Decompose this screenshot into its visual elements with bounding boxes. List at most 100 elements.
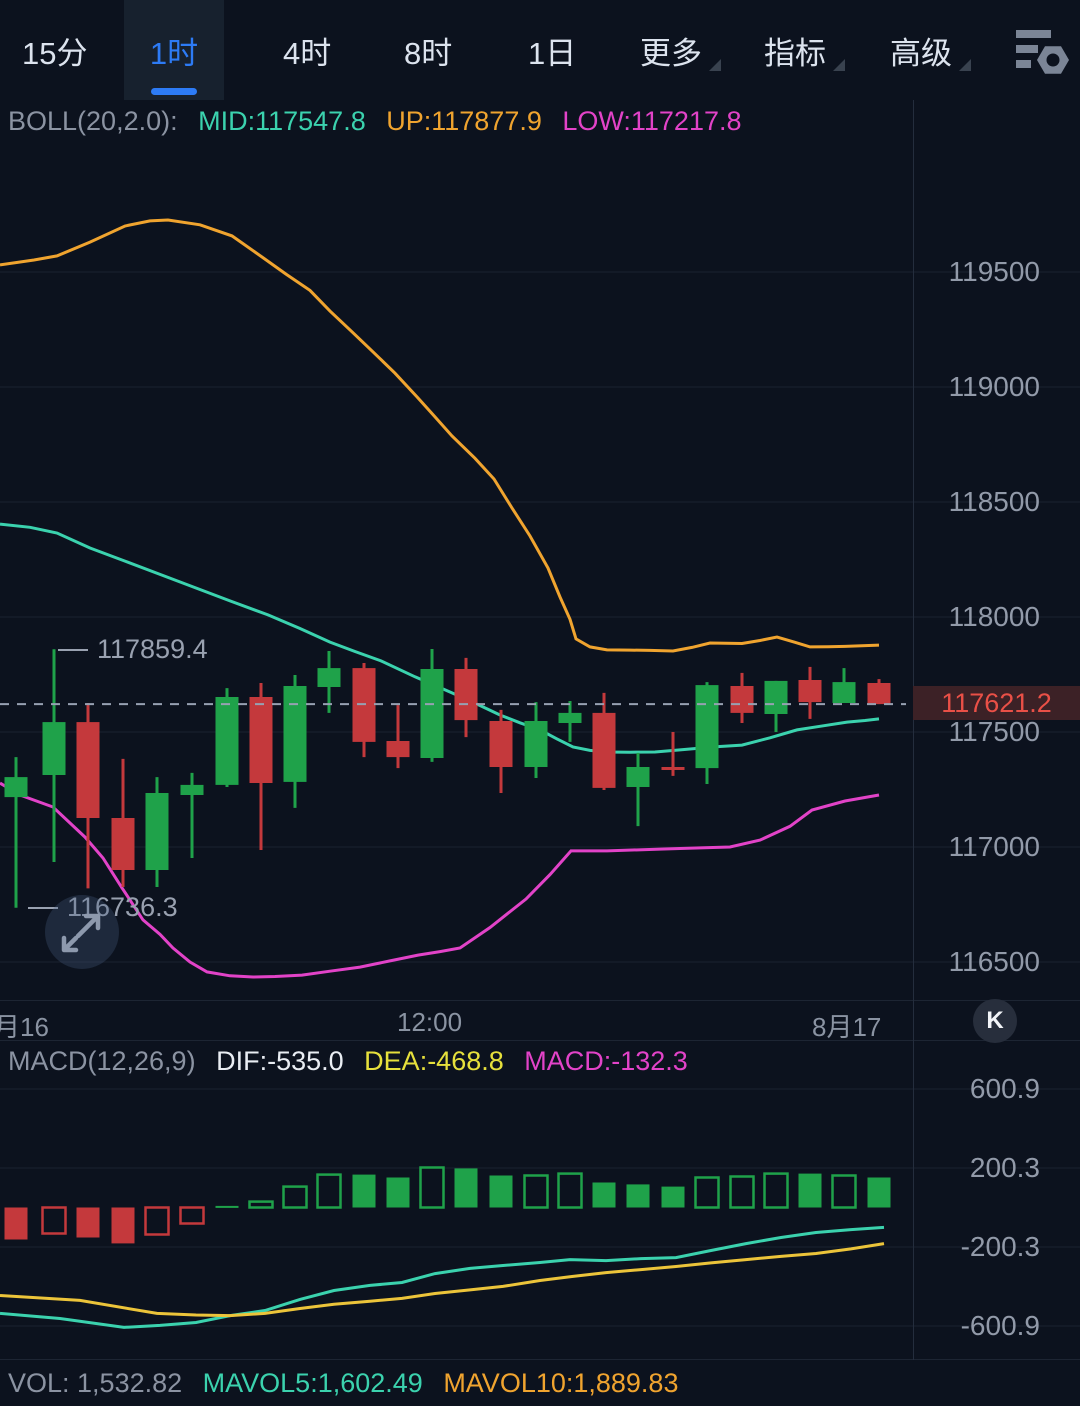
- macd-bar: [694, 1176, 720, 1209]
- candle-body: [592, 712, 616, 788]
- macd-bar: [798, 1173, 822, 1208]
- boll-upper-line: [0, 218, 880, 653]
- tab-4hour[interactable]: 4时: [283, 0, 331, 100]
- price-tick-label: 119000: [948, 371, 1040, 402]
- menu-label: 更多: [640, 35, 702, 71]
- candle-body: [695, 685, 719, 769]
- dropdown-caret-icon: [833, 59, 845, 71]
- boll-middle-line: [0, 522, 880, 754]
- expand-chart-button[interactable]: [44, 894, 120, 970]
- high-price-value: 117859.4: [97, 634, 208, 664]
- candle-body: [145, 793, 169, 870]
- more-menu[interactable]: 更多: [640, 0, 721, 100]
- main-candlestick-chart[interactable]: [0, 100, 1080, 1000]
- divider: [0, 1040, 1080, 1041]
- macd-macd-value: MACD:-132.3: [524, 1046, 688, 1076]
- candle-body: [180, 784, 204, 795]
- mavol10-value: MAVOL10:1,889.83: [443, 1368, 679, 1398]
- price-tick-label: 118500: [948, 486, 1040, 517]
- price-tick-label: 119500: [948, 256, 1040, 287]
- price-tick-label: 116500: [948, 946, 1040, 977]
- macd-bar: [419, 1166, 445, 1209]
- dropdown-caret-icon: [959, 59, 971, 71]
- candle-body: [42, 722, 66, 775]
- chart-settings-icon: [1016, 30, 1069, 74]
- tab-label: 1日: [528, 35, 577, 71]
- price-tick-label: 117500: [948, 716, 1040, 747]
- divider: [0, 1359, 1080, 1360]
- expand-icon: [45, 895, 119, 969]
- candle-body: [798, 680, 822, 703]
- tab-15min[interactable]: 15分: [22, 0, 87, 100]
- timeframe-toolbar: 15分 1时 4时 8时 1日 更多 指标 高级: [0, 0, 1080, 100]
- macd-bar: [179, 1206, 205, 1225]
- candle-body: [249, 697, 273, 783]
- time-label-end: 8月17: [812, 1012, 882, 1042]
- price-tick-label: 117000: [948, 831, 1040, 862]
- macd-bar: [661, 1186, 685, 1208]
- macd-bar: [831, 1174, 857, 1209]
- macd-bar: [248, 1200, 274, 1209]
- macd-bar: [523, 1174, 549, 1209]
- macd-bar: [729, 1175, 755, 1209]
- high-price-marker: 117859.4: [58, 634, 208, 665]
- marker-dash: [28, 906, 58, 909]
- candle-body: [283, 686, 307, 782]
- active-tab-underline: [151, 88, 197, 95]
- candle-body: [558, 712, 582, 723]
- boll-low-value: LOW:117217.8: [562, 106, 742, 136]
- macd-bar: [454, 1168, 478, 1208]
- marker-dash: [58, 648, 88, 651]
- candle-body: [215, 697, 239, 785]
- candle-body: [420, 669, 444, 758]
- macd-bar: [489, 1175, 513, 1208]
- tab-1day[interactable]: 1日: [528, 0, 576, 100]
- macd-params-label: MACD(12,26,9): [8, 1046, 196, 1076]
- macd-bar: [316, 1173, 342, 1209]
- macd-bar: [763, 1172, 789, 1209]
- macd-tick-label: 600.9: [969, 1073, 1040, 1104]
- macd-chart[interactable]: [0, 1040, 1080, 1360]
- candle-body: [867, 683, 891, 705]
- macd-bar: [352, 1174, 376, 1208]
- candle-body: [454, 669, 478, 721]
- candle-body: [386, 741, 410, 758]
- candle-body: [832, 682, 856, 703]
- macd-indicator-row: MACD(12,26,9) DIF:-535.0 DEA:-468.8 MACD…: [8, 1046, 701, 1077]
- candles: [4, 649, 891, 908]
- candle-body: [764, 680, 788, 714]
- macd-bar: [386, 1177, 410, 1208]
- macd-dif-value: DIF:-535.0: [216, 1046, 344, 1076]
- macd-dif-line: [0, 1225, 885, 1329]
- boll-up-value: UP:117877.9: [386, 106, 542, 136]
- mavol5-value: MAVOL5:1,602.49: [202, 1368, 423, 1398]
- tab-1hour[interactable]: 1时: [124, 0, 224, 100]
- candle-body: [317, 668, 341, 687]
- tab-label: 4时: [283, 35, 332, 71]
- kline-style-button[interactable]: K: [973, 999, 1017, 1043]
- last-price-badge: 117621.2: [913, 686, 1080, 720]
- boll-lower-line: [0, 781, 880, 979]
- macd-bar: [111, 1207, 135, 1244]
- macd-bar: [41, 1206, 67, 1235]
- tab-label: 8时: [404, 35, 453, 71]
- chart-settings-button[interactable]: [1014, 26, 1072, 85]
- price-tick-label: 118000: [948, 601, 1040, 632]
- macd-dea-value: DEA:-468.8: [364, 1046, 504, 1076]
- candle-body: [111, 818, 135, 870]
- indicators-menu[interactable]: 指标: [764, 0, 845, 100]
- tab-8hour[interactable]: 8时: [404, 0, 452, 100]
- macd-tick-label: 200.3: [969, 1152, 1040, 1183]
- candle-body: [489, 721, 513, 767]
- macd-tick-label: -200.3: [960, 1231, 1040, 1262]
- candle-body: [76, 722, 100, 818]
- macd-bar: [867, 1177, 891, 1208]
- divider: [0, 1000, 1080, 1001]
- time-label-start: 月16: [0, 1012, 49, 1042]
- macd-bar: [626, 1184, 650, 1208]
- boll-indicator-row: BOLL(20,2.0): MID:117547.8 UP:117877.9 L…: [8, 106, 755, 137]
- macd-histogram: [4, 1166, 891, 1244]
- advanced-menu[interactable]: 高级: [890, 0, 971, 100]
- boll-params-label: BOLL(20,2.0):: [8, 106, 178, 136]
